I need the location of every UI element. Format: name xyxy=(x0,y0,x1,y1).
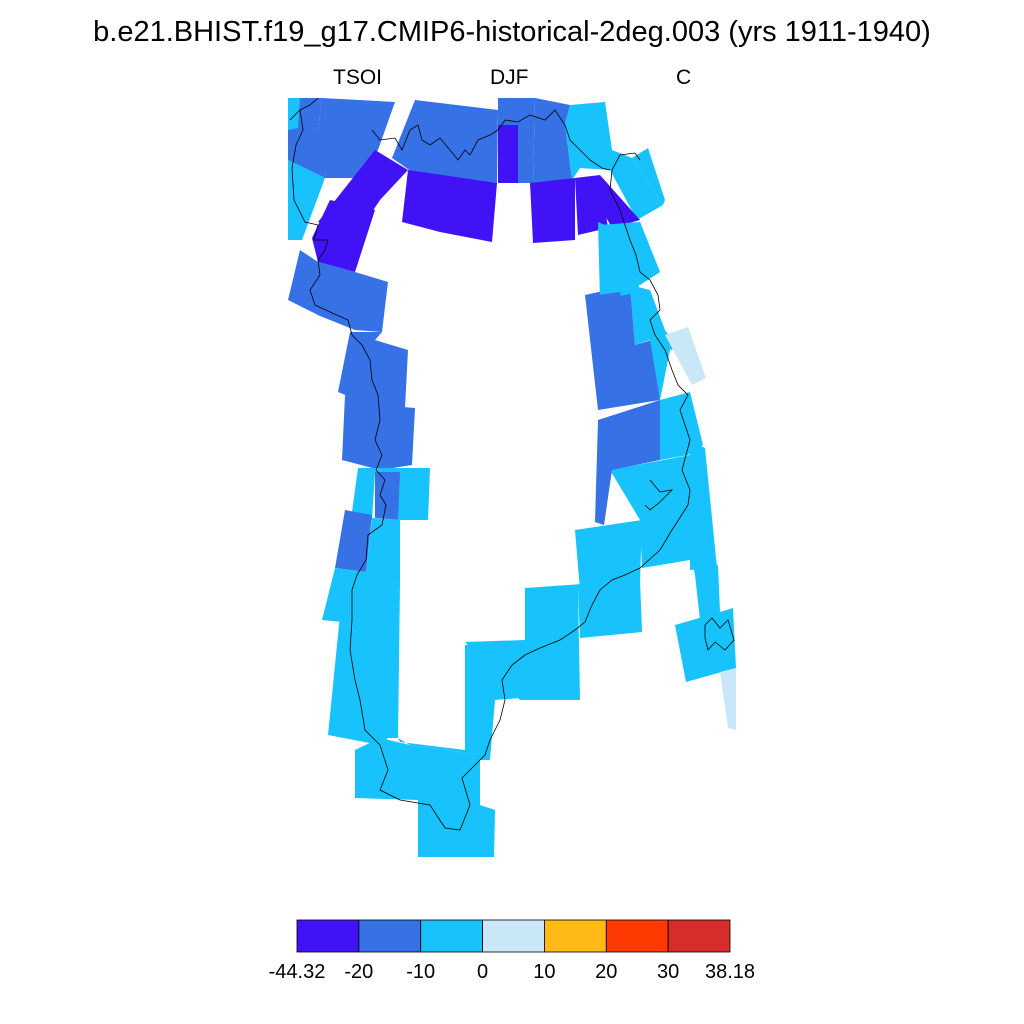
map-cell xyxy=(335,510,372,572)
map-cell xyxy=(632,148,665,205)
map-cell xyxy=(640,222,660,285)
map-cells xyxy=(288,98,736,857)
colorbar-swatch xyxy=(605,919,669,953)
colorbar-swatch xyxy=(358,919,422,953)
colorbar-swatch xyxy=(482,919,545,953)
colorbar-swatch xyxy=(544,919,607,953)
map-cell xyxy=(288,98,395,178)
season-label: DJF xyxy=(490,66,529,89)
map-cell xyxy=(288,98,300,130)
map-cell xyxy=(362,518,400,582)
map-cell xyxy=(575,175,608,235)
colorbar-tick-label: 30 xyxy=(657,961,680,983)
map-cell xyxy=(342,395,415,470)
map-cell xyxy=(575,520,642,590)
plot-title: b.e21.BHIST.f19_g17.CMIP6-historical-2de… xyxy=(93,16,931,48)
colorbar-tick-label: -44.32 xyxy=(268,961,326,983)
colorbar-tick-label: 20 xyxy=(595,961,618,983)
colorbar-tick-label: 10 xyxy=(533,961,556,983)
units-label: C xyxy=(676,66,692,89)
coastline-fjord xyxy=(644,479,674,511)
map-cell xyxy=(525,580,642,638)
map-cell xyxy=(675,608,736,682)
map-cell xyxy=(288,250,388,332)
map-cell xyxy=(720,668,736,730)
map-cell xyxy=(530,178,575,243)
map-cell xyxy=(402,170,497,242)
map-cell xyxy=(692,562,720,620)
map-cell xyxy=(598,222,640,300)
map-cell xyxy=(352,468,430,520)
map-cell xyxy=(660,392,703,460)
map-cell xyxy=(288,160,325,240)
map-cell xyxy=(328,575,400,745)
map-cell xyxy=(312,200,375,272)
colorbar-tick-label: -20 xyxy=(344,961,374,983)
map-cell xyxy=(565,102,663,220)
colorbar-swatch xyxy=(420,919,483,953)
coastline-north xyxy=(299,97,611,171)
colorbar xyxy=(296,919,731,953)
map-cell xyxy=(398,645,520,760)
variable-label: TSOI xyxy=(333,66,383,89)
map-cell xyxy=(595,400,660,525)
map-cell xyxy=(392,100,498,183)
colorbar-swatch xyxy=(667,919,731,953)
map-cell xyxy=(338,332,408,408)
colorbar-tick-label: 38.18 xyxy=(704,961,756,983)
map-cell xyxy=(630,285,672,400)
map-cell xyxy=(598,292,628,352)
map-cell xyxy=(690,440,717,570)
map-cell xyxy=(610,455,690,568)
colorbar-tick-label: 0 xyxy=(477,961,489,983)
colorbar-tick-label: -10 xyxy=(406,961,436,983)
map-cell xyxy=(498,125,518,183)
coastline-west xyxy=(289,109,691,831)
colorbar-swatch xyxy=(296,919,360,953)
map-cell xyxy=(465,588,580,700)
map-cell xyxy=(533,98,572,183)
coastline-islands xyxy=(704,617,735,651)
map-cell xyxy=(665,327,706,385)
coastline xyxy=(289,97,735,831)
map-cell xyxy=(375,470,405,520)
map-cell xyxy=(355,738,495,857)
